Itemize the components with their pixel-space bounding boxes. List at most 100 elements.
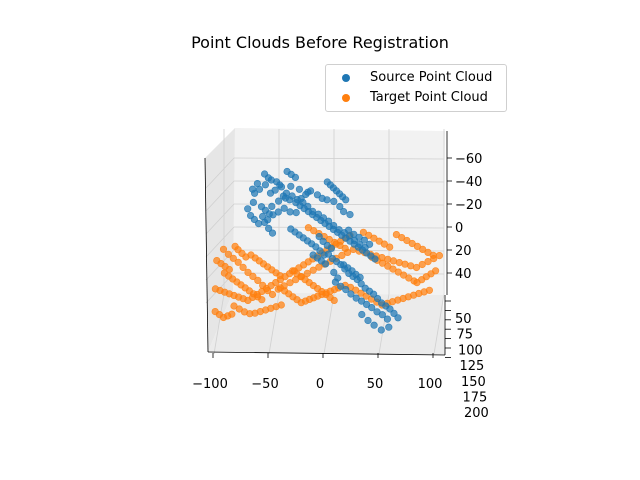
source-point [327, 244, 336, 252]
source-point [276, 181, 284, 189]
source-point [281, 194, 290, 202]
target-point [219, 245, 228, 253]
target-point [254, 276, 262, 285]
target-point [239, 263, 247, 272]
grid-line-floor [213, 293, 225, 355]
grid-line-z [233, 249, 445, 252]
source-point [352, 294, 360, 302]
source-point [313, 191, 322, 199]
source-point [363, 300, 371, 309]
source-point [323, 196, 331, 204]
source-point [368, 304, 376, 312]
legend-marker-target [342, 94, 350, 102]
target-point [413, 279, 421, 287]
grid-line-left [205, 203, 235, 235]
grid-line-z [233, 272, 445, 275]
z-tick-label: 20 [455, 244, 472, 259]
target-point [315, 263, 323, 271]
source-point [280, 204, 288, 212]
target-point [386, 243, 394, 251]
source-point [292, 209, 300, 217]
x-axis-line [207, 351, 446, 356]
source-point [345, 226, 353, 234]
source-point [291, 173, 300, 181]
z-tick-label: −40 [455, 175, 482, 190]
target-point [268, 290, 277, 299]
target-point [425, 286, 434, 294]
target-point [277, 301, 285, 309]
grid-line-floor [323, 293, 335, 355]
y-tick-label: 75 [457, 328, 474, 343]
grid-line-z [233, 157, 445, 160]
source-point [356, 273, 364, 282]
source-point [304, 188, 312, 196]
source-point [350, 230, 358, 238]
y-tick-label: 50 [455, 312, 472, 327]
source-point [315, 233, 323, 241]
source-point [249, 185, 257, 193]
grid-line-left [205, 180, 235, 212]
source-point [371, 255, 379, 263]
source-point [309, 251, 317, 259]
x-tick-label: 100 [418, 377, 443, 392]
source-point [357, 297, 366, 305]
target-point [286, 279, 294, 287]
y-tick-label: 200 [464, 406, 489, 421]
target-point [394, 268, 402, 276]
source-point [265, 210, 273, 218]
target-point [392, 231, 401, 239]
y-tick-label: 175 [463, 391, 488, 406]
target-point [309, 266, 317, 274]
source-point [287, 182, 295, 190]
target-point [389, 265, 397, 273]
target-point [230, 302, 238, 310]
legend-label-target: Target Point Cloud [370, 90, 488, 105]
x-tick-label: −50 [251, 377, 278, 392]
target-point [370, 234, 378, 242]
target-point [229, 254, 237, 262]
grid-line-left [205, 226, 235, 258]
legend: Source Point Cloud Target Point Cloud [325, 64, 507, 112]
source-point [330, 197, 338, 205]
source-point [286, 208, 294, 216]
source-point [337, 282, 345, 290]
z-tick-label: 0 [455, 221, 463, 236]
legend-label-source: Source Point Cloud [370, 70, 493, 85]
source-point [390, 309, 398, 318]
source-point [370, 290, 378, 298]
source-point [320, 251, 328, 259]
source-point [249, 198, 257, 206]
source-point [370, 321, 378, 329]
x-tick-label: −100 [192, 377, 228, 392]
grid-line-left [205, 157, 235, 189]
tick-labels: −100 −50 0 50 1005075100125150175200−60−40−2… [192, 152, 489, 421]
target-point [378, 259, 387, 267]
target-point [249, 272, 257, 281]
target-point [234, 258, 242, 266]
source-point [268, 202, 276, 210]
target-point [304, 224, 313, 232]
target-point [429, 251, 437, 259]
source-point [378, 311, 386, 319]
source-point [287, 225, 295, 233]
grid-line-floor [433, 293, 445, 355]
source-point [274, 208, 282, 216]
source-point [347, 290, 355, 298]
target-point [352, 286, 360, 294]
source-point [255, 220, 263, 228]
scatter-points [211, 167, 444, 334]
source-point [340, 208, 348, 216]
source-point [336, 202, 344, 211]
source-point [268, 229, 277, 237]
source-point [377, 326, 385, 334]
target-point [424, 258, 432, 266]
target-point [225, 265, 233, 274]
source-point [266, 189, 275, 197]
target-point [435, 252, 444, 260]
left-edge-line [204, 157, 209, 353]
z-tick-label: 40 [455, 267, 472, 282]
source-point [342, 286, 350, 294]
source-point [360, 236, 368, 244]
x-tick-label: 50 [367, 377, 384, 392]
